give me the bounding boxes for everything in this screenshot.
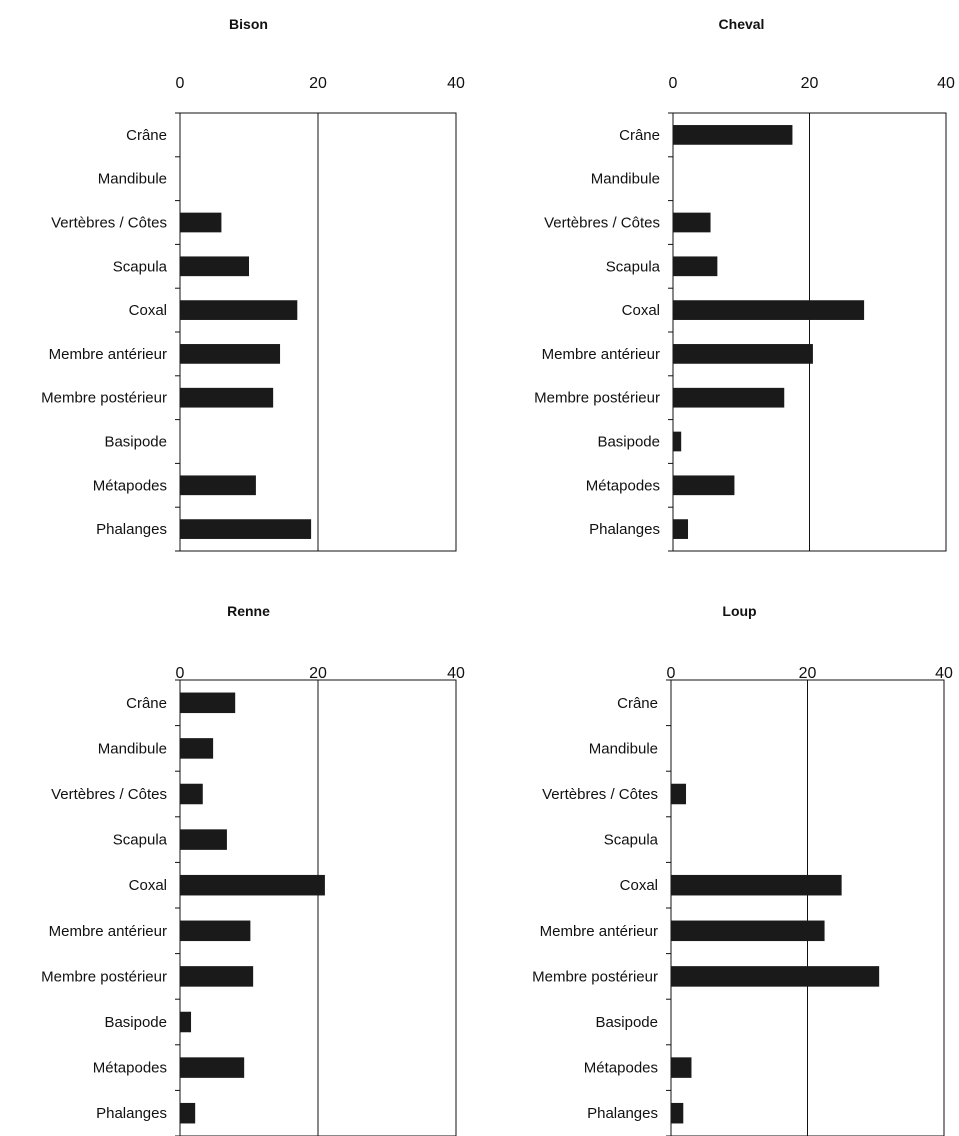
y-tick-label: Crâne [126,695,167,712]
y-tick-label: Métapodes [93,1060,167,1077]
y-tick-label: Membre antérieur [540,923,658,940]
y-tick-label: Phalanges [589,521,660,538]
y-tick-label: Phalanges [96,521,167,538]
bar [180,1102,196,1124]
bar [180,783,203,805]
y-tick-label: Basipode [597,434,660,451]
x-tick-label: 20 [799,665,817,682]
y-tick-label: Membre antérieur [542,346,660,363]
y-tick-label: Basipode [104,434,167,451]
bar [180,738,214,759]
bar [180,1011,192,1033]
bar [673,387,785,408]
bar [180,344,281,364]
y-tick-label: Métapodes [586,477,660,494]
bar [180,475,256,496]
x-tick-label: 20 [801,75,819,92]
y-tick-label: Membre postérieur [41,390,167,407]
bar [673,256,718,277]
bar [671,874,842,896]
y-tick-label: Métapodes [584,1060,658,1077]
bar [671,783,687,805]
bar [180,920,251,942]
x-tick-label: 20 [309,665,327,682]
y-tick-label: Vertèbres / Côtes [51,215,167,232]
y-tick-label: Coxal [129,302,167,319]
bar [180,212,222,233]
y-tick-label: Mandibule [98,171,167,188]
bar [180,829,227,850]
x-tick-label: 40 [937,75,955,92]
x-tick-label: 0 [667,665,676,682]
bar [671,966,880,987]
x-tick-label: 20 [309,75,327,92]
bar [671,1057,692,1078]
bar [673,519,689,539]
chart-svg: 0 20 40 Crâne Mandibule Vertèbres / Côtes Scap… [41,665,465,1136]
chart-title: Loup [722,603,757,619]
y-tick-label: Membre antérieur [49,346,167,363]
bar [180,966,254,987]
bar [673,475,735,496]
bar [180,692,236,714]
y-tick-label: Crâne [619,127,660,144]
chart-title: Renne [227,603,270,619]
x-tick-label: 40 [447,75,465,92]
bar [180,256,249,277]
y-tick-label: Vertèbres / Côtes [51,786,167,803]
bar [180,519,312,539]
y-tick-label: Membre antérieur [49,923,167,940]
chart-title: Bison [229,16,268,32]
y-tick-label: Membre postérieur [41,968,167,985]
bar [671,920,825,942]
y-tick-label: Membre postérieur [532,968,658,985]
x-tick-label: 40 [935,665,953,682]
chart-title: Cheval [718,16,765,32]
y-tick-label: Vertèbres / Côtes [544,215,660,232]
bar [180,300,298,320]
y-tick-label: Coxal [129,877,167,894]
chart-panel-cheval: Cheval 0 20 40 Crâne Mandibule Vertèbres / Cô… [480,0,959,560]
bar [673,212,711,233]
bar [673,300,865,320]
x-tick-label: 0 [176,665,185,682]
y-tick-label: Mandibule [98,740,167,757]
chart-panel-bison: Bison 0 20 40 Crâne Mandibule Vertèbres / Côt… [0,0,480,560]
bar [673,125,793,145]
chart-panel-renne: Renne 0 20 40 Crâne Mandibule Vertèbres / Côt… [0,560,480,1136]
bar [671,1102,684,1124]
y-tick-label: Scapula [113,832,168,849]
chart-svg: 0 20 40 Crâne Mandibule Vertèbres / Côtes Scap… [534,75,955,552]
y-tick-label: Phalanges [96,1105,167,1122]
y-tick-label: Phalanges [587,1105,658,1122]
bar [180,1057,245,1078]
y-tick-label: Membre postérieur [534,390,660,407]
x-tick-label: 40 [447,665,465,682]
y-tick-label: Scapula [113,258,168,275]
x-tick-label: 0 [669,75,678,92]
chart-svg: 0 20 40 Crâne Mandibule Vertèbres / Côtes Scap… [532,665,953,1136]
y-tick-label: Coxal [620,877,658,894]
bar [180,874,325,896]
y-tick-label: Vertèbres / Côtes [542,786,658,803]
y-tick-label: Mandibule [589,740,658,757]
bar [673,431,682,452]
y-tick-label: Basipode [104,1014,167,1031]
y-tick-label: Scapula [604,832,659,849]
y-tick-label: Mandibule [591,171,660,188]
bar [180,387,274,408]
chart-panel-loup: Loup 0 20 40 Crâne Mandibule Vertèbres / Côte… [480,560,959,1136]
y-tick-label: Scapula [606,258,661,275]
y-tick-label: Crâne [617,695,658,712]
y-tick-label: Basipode [595,1014,658,1031]
y-tick-label: Crâne [126,127,167,144]
chart-svg: 0 20 40 Crâne Mandibule Vertèbres / Côtes Scap… [41,75,465,552]
x-tick-label: 0 [176,75,185,92]
bar [673,344,813,364]
y-tick-label: Métapodes [93,477,167,494]
y-tick-label: Coxal [622,302,660,319]
